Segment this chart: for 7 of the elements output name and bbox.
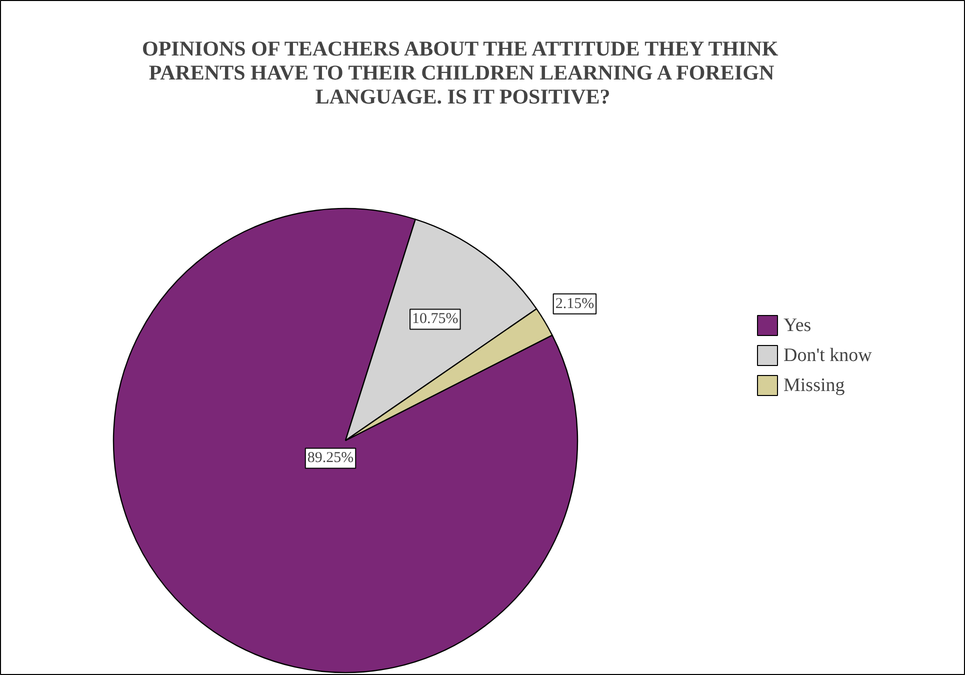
data-label: 10.75% bbox=[412, 311, 458, 328]
data-label: 89.25% bbox=[307, 450, 354, 466]
chart-title: OPINIONS OF TEACHERS ABOUT THE ATTITUDE THEY THINK PARENTS HAVE TO THEIR CHILDREN LEARNING A FOREIGN LANGUAGE. IS IT POSITIVE? bbox=[142, 36, 779, 108]
data-label: 2.15% bbox=[555, 296, 594, 312]
legend-label: Don't know bbox=[784, 345, 872, 366]
legend-label: Yes bbox=[784, 315, 812, 336]
legend-label: Missing bbox=[784, 375, 846, 396]
